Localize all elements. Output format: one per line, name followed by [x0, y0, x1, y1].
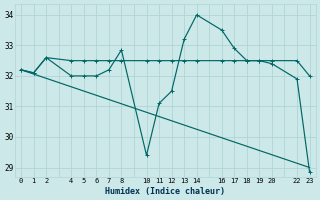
X-axis label: Humidex (Indice chaleur): Humidex (Indice chaleur) — [105, 187, 225, 196]
